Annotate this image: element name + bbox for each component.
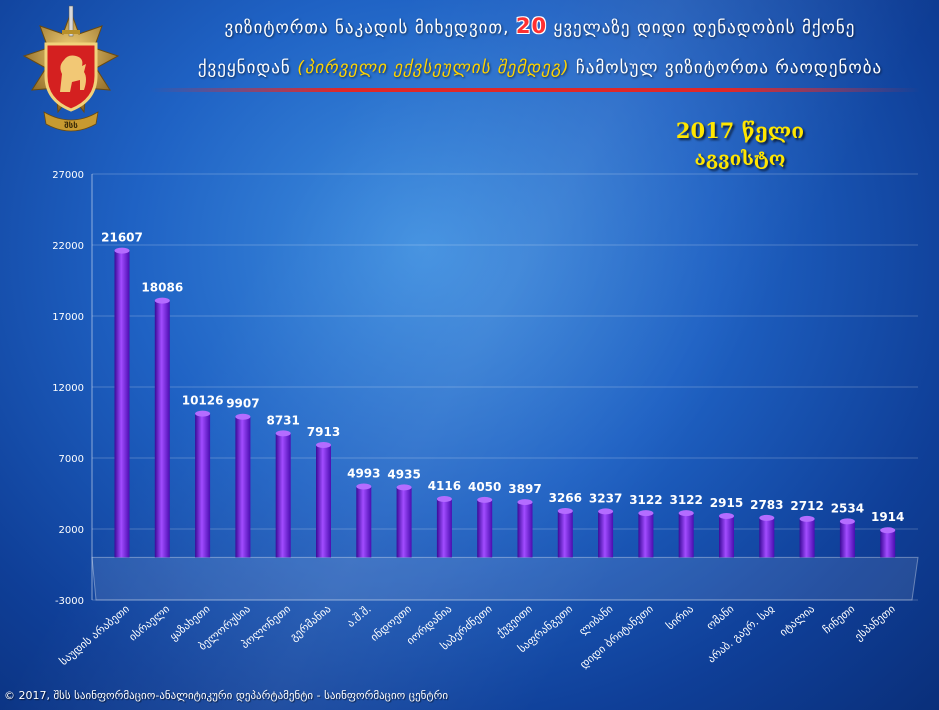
- bar-value-label: 2915: [710, 496, 743, 510]
- title-highlight-text: (პირველი ექვსეულის შემდეგ): [297, 58, 570, 78]
- bar: [154, 300, 170, 558]
- y-tick-label: -3000: [55, 596, 84, 607]
- bar-value-label: 4050: [468, 480, 501, 494]
- bar-value-label: 9907: [226, 397, 259, 411]
- bar: [316, 445, 331, 558]
- bar-cap: [436, 495, 452, 502]
- bar: [719, 516, 734, 558]
- page-title-line-2: ქვეყნიდან (პირველი ექვსეულის შემდეგ) ჩამ…: [150, 58, 930, 78]
- category-label: იტალია: [777, 602, 817, 639]
- bar-value-label: 3122: [629, 493, 662, 507]
- bar-cap: [880, 527, 896, 534]
- title-highlight-number: 20: [515, 14, 548, 38]
- title-text-c: ქვეყნიდან: [197, 58, 298, 78]
- bar-value-label: 3122: [669, 493, 702, 507]
- bar-cap: [517, 499, 533, 506]
- bar: [517, 502, 533, 558]
- period-year: 2017 წელი: [675, 118, 805, 143]
- category-label: სირია: [664, 602, 697, 632]
- category-label: ისრაელი: [127, 602, 173, 644]
- bar-cap: [799, 515, 815, 522]
- chart-floor: [91, 556, 919, 601]
- bar-cap: [477, 496, 493, 503]
- bar: [557, 511, 573, 558]
- bar-value-label: 4993: [347, 466, 380, 480]
- category-label: ომანი: [704, 602, 737, 632]
- bar: [759, 517, 775, 558]
- bar-value-label: 21607: [101, 231, 143, 245]
- bar: [799, 518, 815, 558]
- bar-cap: [316, 442, 331, 449]
- title-text-d: ჩამოსულ ვიზიტორთა რაოდენობა: [569, 58, 883, 78]
- bar-cap: [114, 247, 130, 254]
- bar-value-label: 7913: [307, 425, 340, 439]
- bar-value-label: 4935: [387, 467, 420, 481]
- bar-cap: [235, 413, 251, 420]
- bar: [678, 513, 694, 558]
- category-label: ჩინეთი: [820, 602, 857, 636]
- bar-value-label: 3266: [549, 491, 582, 505]
- y-tick-label: 7000: [59, 454, 84, 465]
- bar-cap: [396, 484, 412, 491]
- bar: [195, 413, 211, 558]
- grid-layer: -3000 2000 7000 12000 17000 22000 27000: [52, 170, 919, 607]
- title-text-a: ვიზიტორთა ნაკადის მიხედვით,: [224, 18, 516, 38]
- bar-cap: [154, 297, 170, 304]
- emblem-label: შსს: [64, 121, 78, 130]
- bar-value-label: 2712: [790, 499, 823, 513]
- bar-value-label: 8731: [266, 413, 299, 427]
- bars-layer: [114, 247, 896, 558]
- bar-value-label: 3237: [589, 491, 622, 505]
- period-month: აგვისტო: [694, 148, 786, 170]
- y-tick-label: 12000: [52, 383, 84, 394]
- bar: [114, 250, 130, 558]
- bar-value-label: 18086: [141, 281, 183, 295]
- bar: [477, 499, 493, 558]
- bar: [235, 416, 251, 558]
- bar-chart: -3000 2000 7000 12000 17000 22000 27000 21607 ს…: [52, 170, 919, 672]
- y-tick-label: 2000: [59, 525, 84, 536]
- category-label: საუდის არაბეთი: [57, 602, 132, 668]
- bar-cap: [275, 430, 291, 437]
- bar-cap: [195, 410, 211, 417]
- title-text-b: ყველაზე დიდი დენადობის მქონე: [547, 18, 856, 38]
- police-emblem-icon: შსს: [22, 5, 120, 132]
- category-label: ესპანეთი: [852, 602, 898, 643]
- bar-cap: [839, 518, 855, 525]
- bar: [880, 530, 896, 558]
- bar-value-label: 4116: [428, 479, 461, 493]
- y-tick-label: 17000: [52, 312, 84, 323]
- title-underline: [150, 88, 920, 92]
- bar: [396, 487, 412, 558]
- bar-value-label: 3897: [508, 482, 541, 496]
- bar: [356, 486, 372, 558]
- bar-value-label: 10126: [182, 394, 224, 408]
- bar: [275, 433, 291, 558]
- bar-cap: [557, 508, 573, 515]
- y-tick-label: 27000: [52, 170, 84, 181]
- bar-cap: [759, 514, 775, 521]
- bar-cap: [598, 508, 614, 515]
- bar: [436, 498, 452, 558]
- bar: [638, 513, 654, 558]
- footer-copyright: © 2017, შსს საინფორმაციო-ანალიტიკური დეპ…: [4, 689, 449, 702]
- bar-value-label: 1914: [871, 510, 904, 524]
- y-tick-label: 22000: [52, 241, 84, 252]
- bar-cap: [678, 510, 694, 517]
- category-label: დიდი ბრიტანეთი: [577, 602, 656, 671]
- bar-value-label: 2534: [831, 501, 864, 515]
- page-title-line-1: ვიზიტორთა ნაკადის მიხედვით, 20 ყველაზე დ…: [150, 14, 930, 38]
- category-label: ა.შ.შ.: [344, 602, 373, 630]
- bar-cap: [356, 483, 372, 490]
- bar: [839, 521, 855, 558]
- bar: [598, 511, 614, 558]
- category-label: გერმანია: [287, 602, 333, 644]
- bar-value-label: 2783: [750, 498, 783, 512]
- bar-cap: [719, 513, 734, 520]
- bar-cap: [638, 510, 654, 517]
